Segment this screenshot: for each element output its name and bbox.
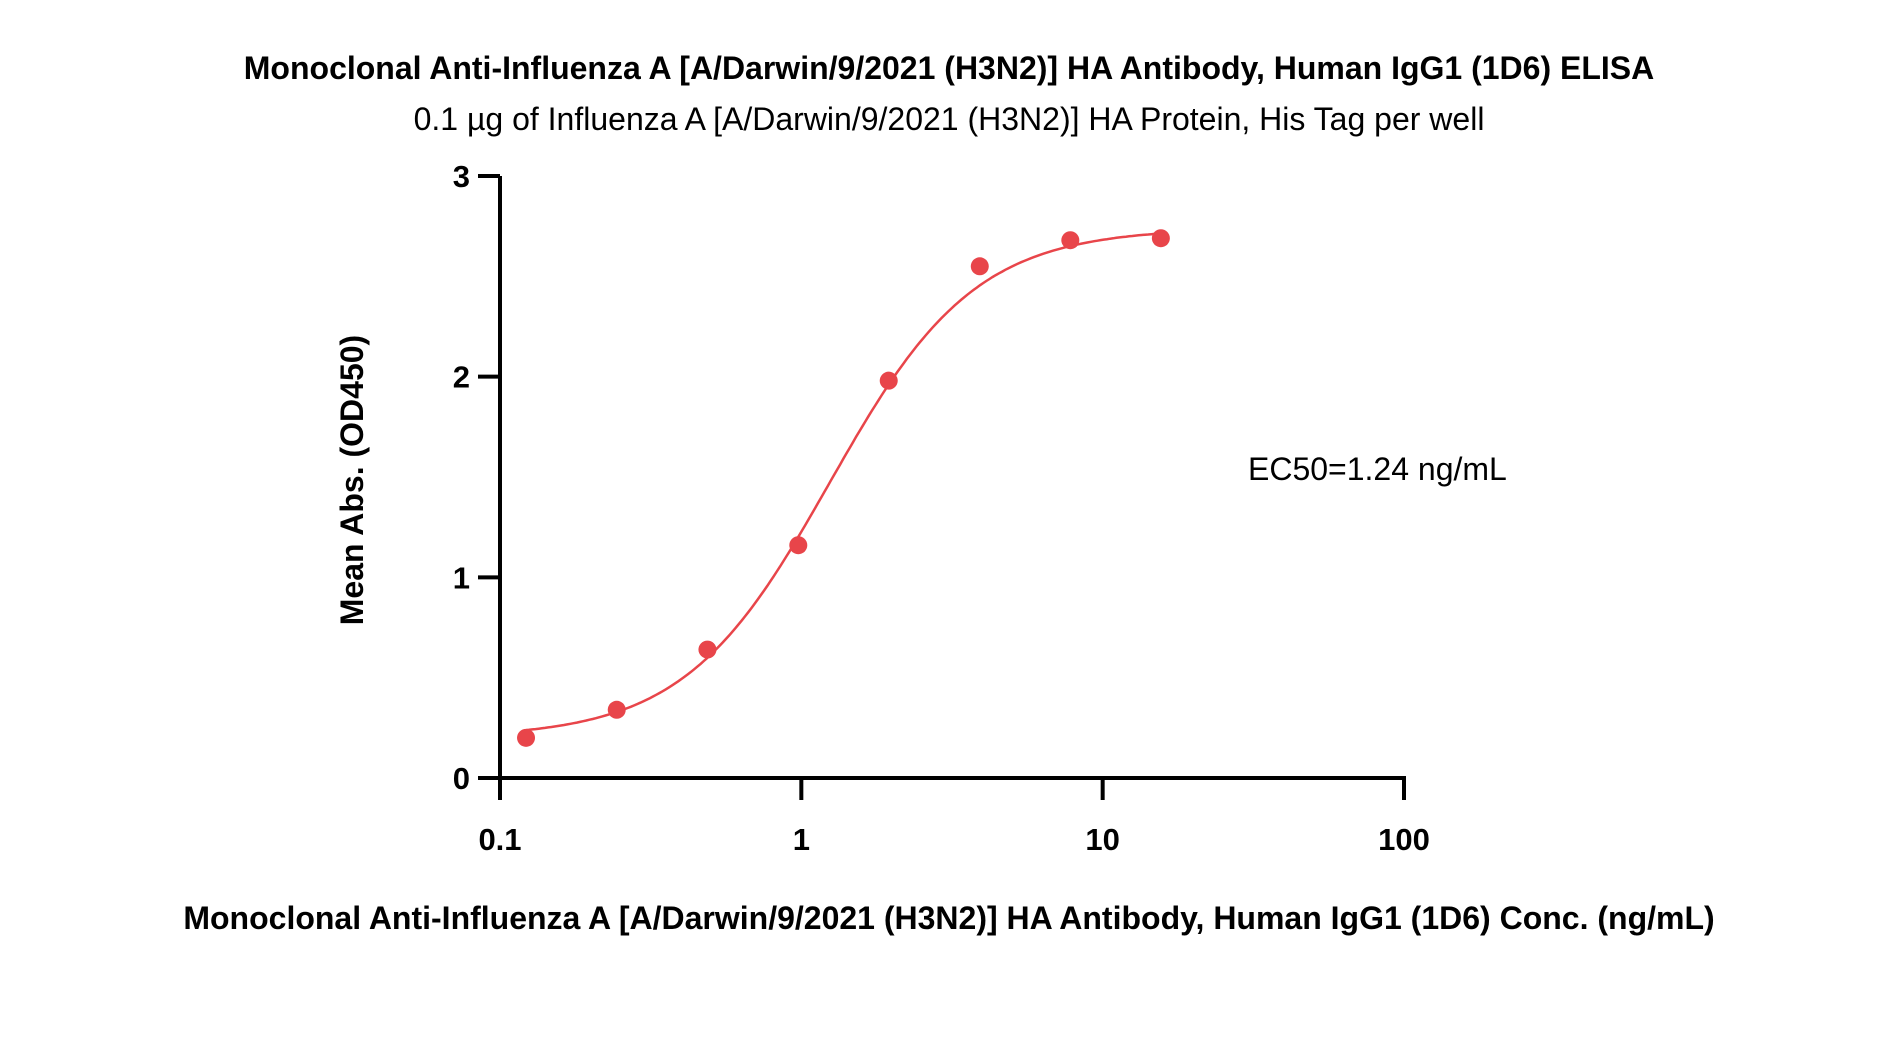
y-tick-label: 1: [453, 560, 470, 595]
axes: 0 1 2 3 0.1 1 10 100: [453, 159, 1430, 857]
fit-curve: [525, 232, 1161, 732]
data-point: [789, 536, 808, 555]
x-tick-label: 0.1: [478, 822, 521, 857]
y-tick-label: 0: [453, 761, 470, 796]
data-point: [517, 728, 536, 747]
y-ticks: 0 1 2 3: [453, 159, 500, 796]
x-ticks: 0.1 1 10 100: [478, 778, 1430, 857]
x-tick-label: 100: [1378, 822, 1430, 857]
y-tick-label: 2: [453, 360, 470, 395]
y-tick-label: 3: [453, 159, 470, 194]
chart-title: Monoclonal Anti-Influenza A [A/Darwin/9/…: [244, 50, 1654, 86]
y-axis-label: Mean Abs. (OD450): [334, 335, 370, 625]
data-points: [517, 229, 1170, 747]
data-point: [879, 371, 898, 390]
data-point: [698, 640, 717, 659]
data-point: [1061, 231, 1080, 250]
ec50-annotation: EC50=1.24 ng/mL: [1248, 451, 1507, 487]
x-tick-label: 1: [793, 822, 810, 857]
data-point: [1151, 229, 1170, 248]
chart-subtitle: 0.1 µg of Influenza A [A/Darwin/9/2021 (…: [414, 101, 1485, 137]
data-point: [607, 700, 626, 719]
data-point: [970, 257, 989, 276]
x-tick-label: 10: [1085, 822, 1119, 857]
x-axis-label: Monoclonal Anti-Influenza A [A/Darwin/9/…: [183, 900, 1714, 936]
